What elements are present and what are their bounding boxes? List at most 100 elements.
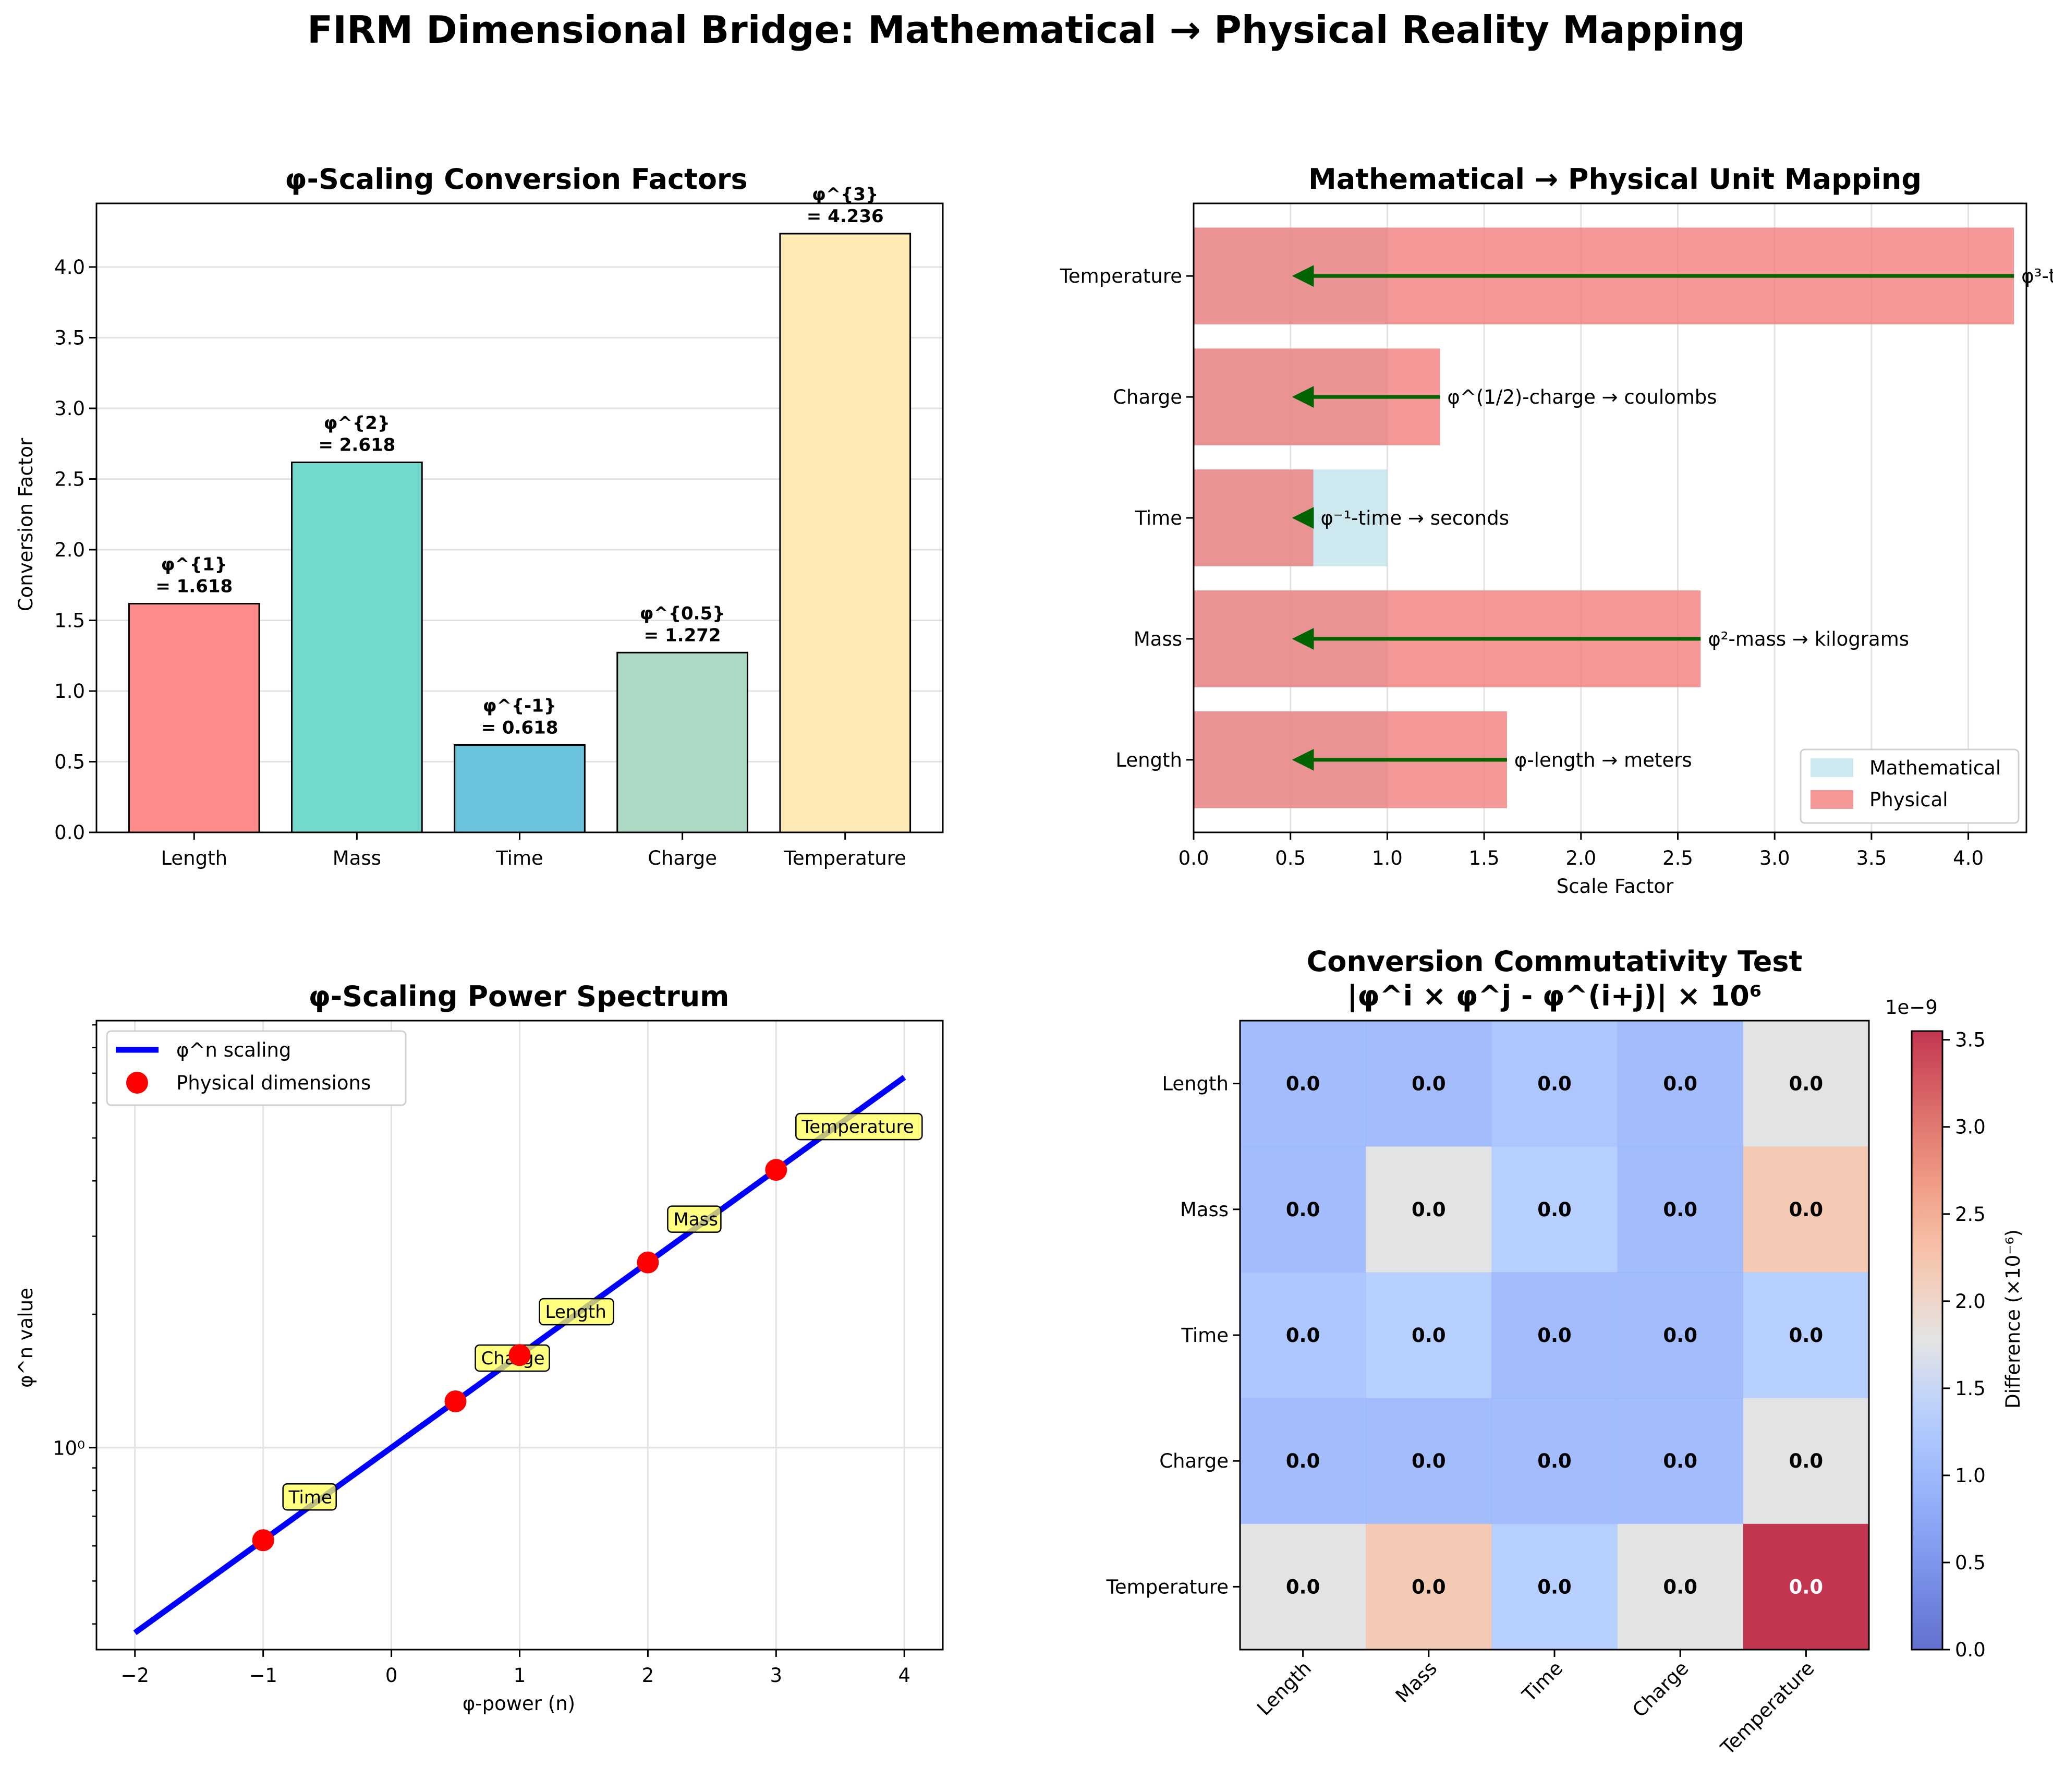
power-spectrum-panel: φ-Scaling Power Spectrum φ-power (n) φ^n… (15, 980, 944, 1715)
heatmap-cell (1366, 1398, 1492, 1524)
y-tick-label: 3.5 (54, 326, 85, 349)
y-tick-label: 4.0 (54, 256, 85, 279)
x-tick-label: 1.5 (1469, 847, 1500, 869)
annotation-label-length: Length (545, 1302, 606, 1323)
heatmap-cell-label: 0.0 (1412, 1073, 1446, 1095)
mapping-annotation-length: φ-length → meters (1514, 749, 1692, 771)
x-tick-label: 2.5 (1662, 847, 1693, 869)
colorbar (1911, 1030, 1943, 1651)
y-tick-label: 0.0 (54, 821, 85, 844)
bar-label-value-mass: = 2.618 (318, 434, 395, 455)
heatmap-cell-label: 0.0 (1286, 1198, 1320, 1221)
heatmap-cell-label: 0.0 (1537, 1576, 1572, 1598)
heatmap-cell (1617, 1146, 1744, 1273)
x-tick-label: 1.0 (1372, 847, 1403, 869)
legend-box (1800, 748, 2020, 824)
colorbar-tick-label: 2.0 (1955, 1290, 1986, 1313)
p4-title-line1: Conversion Commutativity Test (1307, 945, 1803, 978)
x-tick-label: 1 (514, 1664, 526, 1687)
heatmap-cell-label: 0.0 (1537, 1198, 1572, 1221)
annotation-label-mass: Mass (673, 1209, 718, 1230)
heatmap-cell (1491, 1272, 1618, 1399)
heatmap-cell-label: 0.0 (1789, 1073, 1824, 1095)
heatmap-cell-label: 0.0 (1663, 1450, 1697, 1472)
bar-mass (291, 461, 423, 833)
legend: Mathematical Physical (1800, 748, 2020, 824)
bar-label-power-time: φ^{-1} (483, 696, 556, 717)
legend-box (106, 1030, 407, 1106)
colorbar-tick-label: 1.0 (1955, 1464, 1986, 1487)
heatmap-cell (1240, 1272, 1366, 1399)
bar-temperature (779, 233, 912, 833)
x-tick-label: −1 (249, 1664, 277, 1687)
heatmap-cell-label: 0.0 (1789, 1450, 1824, 1472)
x-tick-label: Time (1517, 1657, 1567, 1706)
heatmap-cell (1491, 1398, 1618, 1524)
heatmap-cell (1366, 1021, 1492, 1147)
x-tick-label: Temperature (1716, 1657, 1819, 1760)
bar-label-value-length: = 1.618 (155, 576, 233, 597)
mapping-annotation-time: φ⁻¹-time → seconds (1321, 507, 1509, 529)
y-tick-label: Length (1162, 1073, 1229, 1095)
heatmap-cell-label: 0.0 (1286, 1450, 1320, 1472)
x-tick-label: 3.0 (1759, 847, 1790, 869)
bar-charge (616, 651, 748, 833)
heatmap-cell-label: 0.0 (1412, 1576, 1446, 1598)
y-tick-label: Charge (1159, 1450, 1229, 1472)
x-tick-label: Time (495, 847, 543, 869)
colorbar-tick-label: 1.5 (1955, 1377, 1986, 1400)
x-tick-label: Temperature (784, 847, 906, 869)
p2-frame (1193, 202, 2027, 833)
annotation-box-length (539, 1298, 614, 1326)
x-tick-label: 0 (385, 1664, 398, 1687)
x-tick-label: 0.5 (1275, 847, 1306, 869)
heatmap-cell (1491, 1523, 1618, 1650)
heatmap-cell-label: 0.0 (1412, 1198, 1446, 1221)
bar-label-value-charge: = 1.272 (644, 625, 721, 646)
heatmap-cell (1743, 1398, 1869, 1524)
point-length (508, 1344, 531, 1366)
legend: φ^n scaling Physical dimensions (106, 1030, 407, 1106)
x-tick-label: Mass (1391, 1657, 1441, 1707)
colorbar-tick-label: 3.5 (1955, 1029, 1986, 1051)
bar-label-power-length: φ^{1} (161, 554, 227, 575)
legend-label-line: φ^n scaling (176, 1039, 291, 1061)
x-tick-label: Mass (333, 847, 381, 869)
heatmap-cell-label: 0.0 (1663, 1324, 1697, 1347)
p1-frame (95, 202, 944, 833)
colorbar-tick-label: 0.0 (1955, 1639, 1986, 1661)
y-tick-label: Time (1181, 1324, 1229, 1347)
bar-length (128, 603, 260, 833)
annotation-box-temperature (795, 1112, 923, 1141)
x-tick-label: −2 (120, 1664, 149, 1687)
heatmap-cell-label: 0.0 (1412, 1324, 1446, 1347)
heatmap-cell (1366, 1146, 1492, 1273)
annotation-box-time (282, 1483, 337, 1511)
physical-bar-time (1194, 469, 1314, 566)
p4-frame (1239, 1020, 1870, 1651)
x-tick-label: Charge (1628, 1657, 1693, 1722)
p3-xlabel: φ-power (n) (463, 1692, 575, 1715)
legend-label-points: Physical dimensions (176, 1072, 371, 1094)
heatmap-cell-label: 0.0 (1789, 1198, 1824, 1221)
heatmap-cell (1743, 1523, 1869, 1650)
heatmap-cell (1743, 1272, 1869, 1399)
bar-label-value-temperature: = 4.236 (807, 206, 884, 227)
colorbar-label: Difference (×10⁻⁶) (2002, 1229, 2024, 1409)
p1-ylabel: Conversion Factor (15, 438, 37, 611)
annotation-box-mass (667, 1205, 722, 1233)
x-tick-label: 3 (770, 1664, 783, 1687)
heatmap-cell-label: 0.0 (1663, 1576, 1697, 1598)
heatmap-cell (1240, 1523, 1366, 1650)
heatmap-cell (1743, 1146, 1869, 1273)
figure-title: FIRM Dimensional Bridge: Mathematical → … (307, 8, 1745, 52)
y-tick-label: 10⁰ (53, 1437, 85, 1460)
x-tick-label: 4.0 (1953, 847, 1984, 869)
x-tick-label: Length (161, 847, 227, 869)
y-tick-label: Time (1134, 507, 1182, 529)
colorbar-tick-label: 0.5 (1955, 1552, 1986, 1574)
legend-swatch-points (126, 1072, 148, 1094)
p2-xlabel: Scale Factor (1557, 875, 1674, 898)
y-tick-label: Length (1115, 749, 1182, 771)
heatmap-cell (1743, 1021, 1869, 1147)
